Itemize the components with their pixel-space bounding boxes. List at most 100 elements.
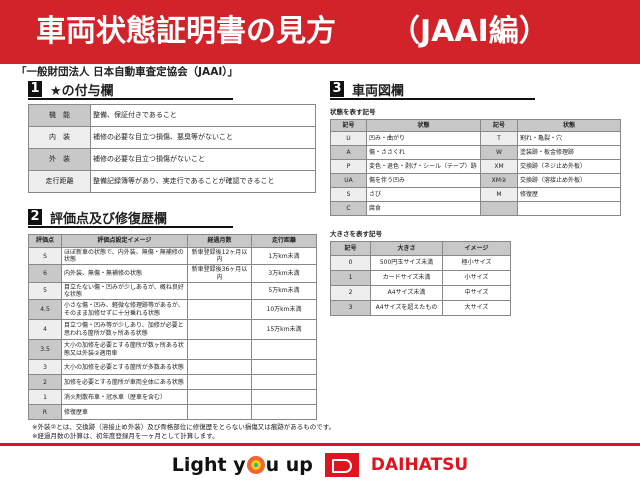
table-cell: XM② [480, 173, 518, 188]
section3-heading: 3 車両図欄 [330, 80, 535, 100]
table-row: 記号 状態 記号 状態 [330, 119, 621, 132]
column-header: 経過月数 [187, 234, 252, 248]
table-row: 2 加修を必要とする箇所が車両全体にある状態 [28, 374, 317, 391]
table-cell: 4.5 [28, 299, 62, 321]
section-number: 1 [28, 81, 42, 97]
note: ※経過月数の計算は、初年度登録月を一ヶ月として計算します。 [32, 432, 219, 440]
table-row: 0 500円玉サイズ未満 極小サイズ [330, 255, 511, 271]
note: ※外装②とは、交換跡（溶接止め外装）及び骨格部位に修復歴をとらない損傷又は痕跡が… [32, 423, 336, 431]
table-row: UA 傷を伴う凹み XM② 交換跡（溶接止め外板） [330, 173, 621, 188]
table-cell: 2 [330, 285, 371, 301]
table-cell: ほぼ新車の状態で、内外装、無傷・無補修の状態 [61, 246, 188, 266]
table-cell: 0 [330, 255, 371, 271]
column-header: イメージ [442, 241, 511, 256]
table-cell [187, 281, 252, 301]
column-header: 状態 [517, 119, 621, 132]
section-number: 3 [330, 81, 344, 97]
table-row: S さび M 修復歴 [330, 187, 621, 202]
table-cell: 修復歴 [517, 187, 621, 202]
table-cell: 小さな傷・凹み、軽微な修理跡等があるが、そのまま加修せずに十分乗れる状態 [61, 299, 188, 321]
table-row: P 変色・退色・剥げ・シール（テープ）跡 XM 交換跡（ネジ止め外板） [330, 159, 621, 174]
table-cell: 機 能 [28, 104, 91, 127]
table-cell: P [330, 159, 367, 174]
section1-heading: 1 ★の付与欄 [28, 80, 233, 100]
column-header: 走行距離 [251, 234, 317, 248]
table-cell: R [28, 404, 62, 421]
table-cell: 外 装 [28, 148, 91, 171]
table-cell: 内外装、無傷・無補修の状態 [61, 264, 188, 283]
table-cell [480, 201, 518, 216]
table-cell: 内 装 [28, 126, 91, 149]
table-cell [251, 359, 317, 376]
star-table: 機 能整備、保証付きであること内 装補修の必要な目立つ損傷、悪臭等がないこと外 … [28, 104, 316, 193]
table-cell: 整備記録簿等があり、実走行であることが確認できること [90, 170, 316, 193]
table-row: S ほぼ新車の状態で、内外装、無傷・無補修の状態 新車登録後12ヶ月以内 1万km未満 [28, 246, 317, 266]
table-cell: 1 [330, 270, 371, 286]
column-header: 評価点 [28, 234, 62, 248]
table-cell: 6 [28, 264, 62, 283]
score-table: 評価点 評価点設定イメージ 経過月数 走行距離 S ほぼ新車の状態で、内外装、無傷・無補修… [28, 234, 317, 421]
table-row: 1 消火剤散布車・冠水車（歴車を含む） [28, 389, 317, 406]
section2-heading: 2 評価点及び修復歴欄 [28, 208, 233, 228]
table-cell [187, 404, 252, 421]
table-cell: A4サイズを超えたもの [370, 300, 443, 316]
table-cell: T [480, 131, 518, 146]
table-cell: 大小の加修を必要とする箇所が多数ある状態 [61, 359, 188, 376]
table-cell: 5 [28, 281, 62, 301]
section-number: 2 [28, 209, 42, 225]
table-cell: 5万km未満 [251, 281, 317, 301]
table-row: 3 大小の加修を必要とする箇所が多数ある状態 [28, 359, 317, 376]
section-title: 車両図欄 [352, 83, 405, 99]
table-row: 2 A4サイズ未満 中サイズ [330, 285, 511, 301]
table-cell: 1万km未満 [251, 246, 317, 266]
table-cell: 大サイズ [442, 300, 511, 316]
notes: ※外装②とは、交換跡（溶接止め外装）及び骨格部位に修復歴をとらない損傷又は痕跡が… [32, 423, 622, 441]
size-symbols-label: 大きさを表す記号 [330, 230, 382, 238]
table-row: 4 目立つ傷・凹み等が少しあり、加修が必要と思われる箇所が数ヶ所ある状態 15万km… [28, 319, 317, 341]
table-cell: 修復歴車 [61, 404, 188, 421]
table-cell: 凹み・曲がり [366, 131, 481, 146]
table-cell: UA [330, 173, 367, 188]
table-cell: 目立たない傷・凹みが少しあるが、概ね良好な状態 [61, 281, 188, 301]
table-cell: 整備、保証付きであること [90, 104, 316, 127]
subtitle: 「一般財団法人 日本自動車査定協会（JAAI）」 [16, 66, 238, 78]
rainbow-o-icon [246, 456, 265, 474]
brand-logo: DAIHATSU [370, 455, 469, 475]
table-cell: 腐食 [366, 201, 481, 216]
table-cell [187, 374, 252, 391]
page-title: 車両状態証明書の見方 [36, 14, 336, 49]
table-cell: 極小サイズ [442, 255, 511, 271]
table-cell [251, 389, 317, 406]
table-cell: 小サイズ [442, 270, 511, 286]
table-cell: 加修を必要とする箇所が車両全体にある状態 [61, 374, 188, 391]
table-row: 5 目立たない傷・凹みが少しあるが、概ね良好な状態 5万km未満 [28, 281, 317, 301]
slogan-text: Light y [171, 454, 246, 476]
table-cell: 1 [28, 389, 62, 406]
state-symbols-label: 状態を表す記号 [330, 108, 376, 116]
table-cell: S [330, 187, 367, 202]
table-cell: S [28, 246, 62, 266]
table-cell: 10万km未満 [251, 299, 317, 321]
table-cell: 3.5 [28, 339, 62, 361]
column-header: 状態 [366, 119, 481, 132]
table-row: A 傷・ささくれ W 塗装跡・板金修理跡 [330, 145, 621, 160]
table-cell [251, 374, 317, 391]
table-cell: 3 [28, 359, 62, 376]
table-cell: M [480, 187, 518, 202]
table-cell: W [480, 145, 518, 160]
divider [0, 443, 640, 446]
table-cell: A4サイズ未満 [370, 285, 443, 301]
table-row: 4.5 小さな傷・凹み、軽微な修理跡等があるが、そのまま加修せずに十分乗れる状態 1… [28, 299, 317, 321]
table-cell: 走行距離 [28, 170, 91, 193]
table-row: 機 能整備、保証付きであること [28, 104, 316, 127]
slogan-text: u up [265, 454, 313, 476]
table-cell: 4 [28, 319, 62, 341]
table-row: 1 カードサイズ未満 小サイズ [330, 270, 511, 286]
table-row: 6 内外装、無傷・無補修の状態 新車登録後36ヶ月以内 3万km未満 [28, 264, 317, 283]
table-cell: XM [480, 159, 518, 174]
column-header: 大きさ [370, 241, 443, 256]
table-cell: 交換跡（ネジ止め外板） [517, 159, 621, 174]
table-cell: 塗装跡・板金修理跡 [517, 145, 621, 160]
table-cell: 傷を伴う凹み [366, 173, 481, 188]
table-cell [187, 359, 252, 376]
